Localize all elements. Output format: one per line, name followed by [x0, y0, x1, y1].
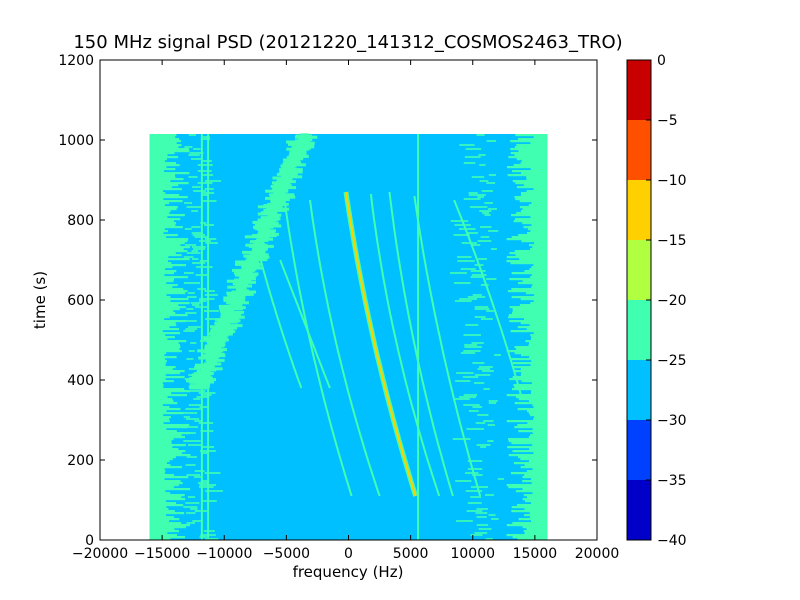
colorbar-tick-label: −20	[657, 293, 687, 309]
colorbar-band	[627, 360, 651, 420]
x-tick-label: 15000	[513, 546, 558, 562]
colorbar-band	[627, 180, 651, 240]
colorbar-band	[627, 420, 651, 480]
x-tick-label: −15000	[134, 546, 190, 562]
heatmap-plot-area: −20000 −15000 −10000 −5000 0 5000 10000 15000 20…	[58, 53, 619, 562]
x-tick-label: −5000	[263, 546, 310, 562]
signal-track-7	[453, 199, 524, 401]
x-axis-label: frequency (Hz)	[293, 563, 404, 581]
y-tick-label: 600	[67, 293, 94, 309]
y-tick-label: 1000	[58, 133, 94, 149]
colorbar-ticks: 0 −5 −10 −15 −20 −25 −30 −35 −40	[646, 53, 687, 549]
noise-edge-right	[450, 134, 548, 541]
colorbar-tick-label: −25	[657, 353, 687, 369]
y-tick-label: 400	[67, 373, 94, 389]
colorbar-band	[627, 120, 651, 180]
signal-track-6	[413, 195, 482, 497]
colorbar-band	[627, 240, 651, 300]
colorbar-bands	[627, 60, 651, 540]
colorbar-band	[627, 480, 651, 540]
colorbar-tick-label: −35	[657, 473, 687, 489]
x-tick-label: 5000	[393, 546, 429, 562]
signal-track-2	[282, 195, 353, 497]
x-tick-label: −10000	[196, 546, 252, 562]
y-tick-label: 0	[85, 533, 94, 549]
x-tick-label: 0	[344, 546, 353, 562]
noise-edge-left	[149, 134, 223, 541]
colorbar-tick-label: −30	[657, 413, 687, 429]
colorbar-tick-label: 0	[657, 53, 666, 69]
y-axis-label: time (s)	[31, 271, 49, 329]
y-tick-label: 1200	[58, 53, 94, 69]
x-axis-ticks: −20000 −15000 −10000 −5000 0 5000 10000 15000 20…	[72, 60, 619, 562]
y-axis-ticks: 0 200 400 600 800 1000 1200	[58, 53, 597, 549]
colorbar-tick-label: −40	[657, 533, 687, 549]
signal-tracks	[186, 133, 524, 540]
signal-track-4	[369, 193, 441, 497]
signal-track-8	[279, 259, 331, 389]
signal-track-9	[254, 239, 303, 389]
colorbar-tick-label: −5	[657, 113, 678, 129]
y-tick-label: 200	[67, 453, 94, 469]
colorbar: 0 −5 −10 −15 −20 −25 −30 −35 −40	[626, 53, 687, 549]
colorbar-tick-label: −10	[657, 173, 687, 189]
x-tick-label: −20000	[72, 546, 128, 562]
colorbar-band	[627, 60, 651, 120]
y-tick-label: 800	[67, 213, 94, 229]
colorbar-tick-label: −15	[657, 233, 687, 249]
x-tick-label: 20000	[575, 546, 620, 562]
signal-track-5	[388, 191, 454, 497]
colorbar-band	[627, 300, 651, 360]
signal-track-3	[309, 199, 381, 497]
signal-track-1	[344, 191, 417, 497]
chart-title: 150 MHz signal PSD (20121220_141312_COSM…	[73, 32, 622, 53]
x-tick-label: 10000	[450, 546, 495, 562]
